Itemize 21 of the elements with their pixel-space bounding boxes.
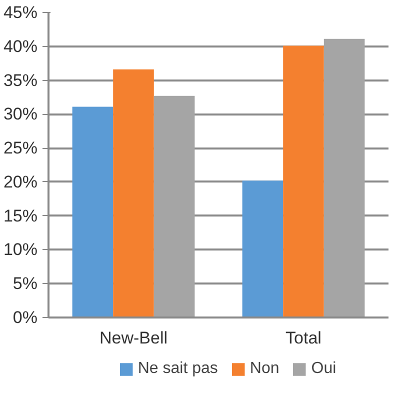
- y-tick-label: 45%: [3, 3, 38, 22]
- y-tick-label: 0%: [12, 308, 38, 327]
- legend-label: Non: [250, 360, 280, 378]
- y-tick-label: 35%: [3, 70, 38, 90]
- y-tick-label: 30%: [3, 104, 38, 124]
- bar: [283, 46, 324, 318]
- bar: [72, 106, 114, 318]
- y-tick-label: 10%: [3, 240, 38, 260]
- y-tick-label: 25%: [3, 138, 38, 158]
- bar: [242, 180, 284, 318]
- legend-label: Oui: [311, 360, 336, 378]
- legend-label: Ne sait pas: [138, 360, 218, 378]
- y-tick-label: 15%: [3, 206, 38, 226]
- y-tick-label: 40%: [3, 36, 38, 56]
- y-tick-label: 5%: [12, 274, 38, 294]
- x-tick-label: New-Bell: [99, 328, 168, 348]
- y-tick-label: 20%: [3, 172, 38, 192]
- x-tick-label: Total: [286, 328, 322, 348]
- bar: [324, 38, 365, 318]
- bar: [154, 96, 195, 318]
- bar: [113, 69, 154, 318]
